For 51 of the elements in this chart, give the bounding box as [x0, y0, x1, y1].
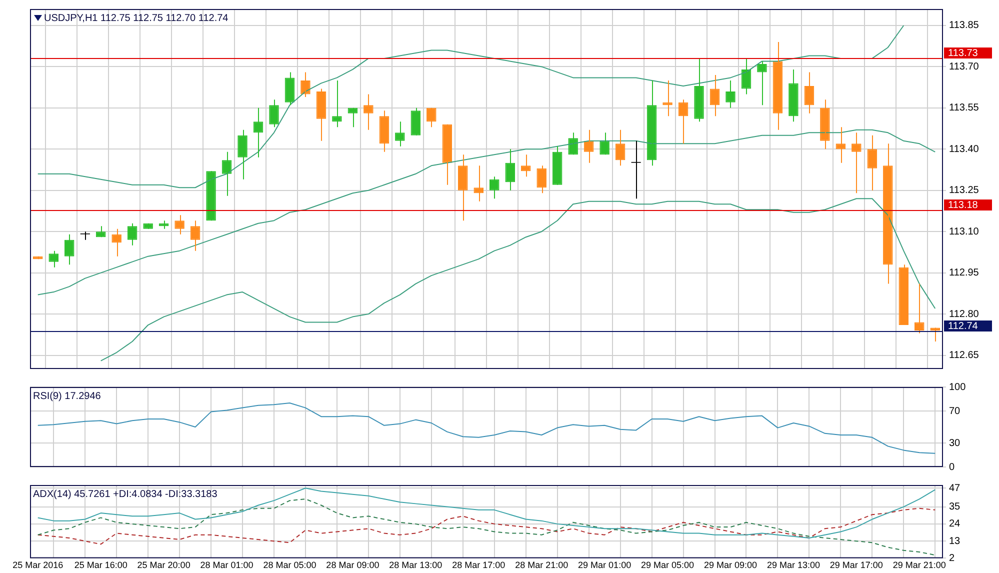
candlestick	[474, 165, 484, 202]
x-tick-label: 29 Mar 21:00	[892, 560, 946, 570]
y-tick-label: 113.10	[949, 226, 980, 238]
y-tick-label: 112.65	[949, 350, 980, 362]
x-tick-label: 28 Mar 21:00	[515, 560, 568, 570]
x-tick-label: 28 Mar 13:00	[389, 560, 442, 570]
y-tick-label: 2	[949, 552, 955, 564]
x-tick-label: 25 Mar 2016	[12, 560, 64, 570]
line-series	[37, 508, 936, 545]
chart-title: USDJPY,H1 112.75 112.75 112.70 112.74	[44, 12, 229, 24]
candlestick	[238, 129, 248, 180]
y-tick-label: 47	[949, 482, 961, 494]
ref-line-label: 112.74	[948, 320, 978, 332]
y-tick-label: 112.95	[949, 268, 980, 279]
x-tick-label: 29 Mar 09:00	[704, 560, 758, 570]
candlestick	[458, 154, 468, 222]
candlestick	[788, 68, 798, 122]
y-tick-label: 35	[949, 502, 961, 513]
y-tick-label: 13	[949, 536, 961, 547]
y-tick-label: 113.40	[949, 144, 980, 155]
x-tick-label: 25 Mar 16:00	[74, 560, 128, 570]
candlestick	[332, 80, 342, 128]
ref-line-label: 113.73	[948, 48, 978, 59]
candlestick	[364, 94, 374, 130]
y-tick-label: 112.80	[949, 308, 980, 320]
x-tick-label: 28 Mar 09:00	[326, 560, 380, 570]
chart-title: RSI(9) 17.2946	[33, 390, 102, 402]
x-tick-label: 25 Mar 20:00	[137, 560, 190, 570]
x-tick-label: 28 Mar 01:00	[200, 560, 254, 570]
x-tick-label: 29 Mar 05:00	[641, 560, 694, 570]
y-tick-label: 113.25	[949, 185, 980, 196]
candlestick	[143, 222, 153, 230]
y-tick-label: 24	[949, 518, 961, 530]
candlestick	[852, 132, 862, 194]
y-tick-label: 100	[949, 382, 966, 393]
y-tick-label: 30	[949, 438, 961, 449]
line-series	[37, 498, 936, 556]
ref-line-label: 113.18	[948, 200, 978, 211]
y-tick-label: 113.55	[949, 102, 980, 114]
x-tick-label: 29 Mar 13:00	[766, 560, 820, 570]
x-tick-label: 28 Mar 17:00	[452, 560, 506, 570]
candlestick	[694, 58, 704, 122]
candlestick	[269, 99, 279, 128]
y-tick-label: 70	[949, 406, 961, 417]
y-tick-label: 0	[949, 462, 955, 473]
x-tick-label: 28 Mar 05:00	[263, 560, 316, 570]
chart-title: ADX(14) 45.7261 +DI:4.0834 -DI:33.3183	[33, 488, 218, 500]
y-tick-label: 113.70	[949, 61, 980, 72]
x-tick-label: 29 Mar 01:00	[578, 560, 632, 570]
y-tick-label: 113.85	[949, 20, 980, 32]
x-tick-label: 29 Mar 17:00	[830, 560, 883, 570]
